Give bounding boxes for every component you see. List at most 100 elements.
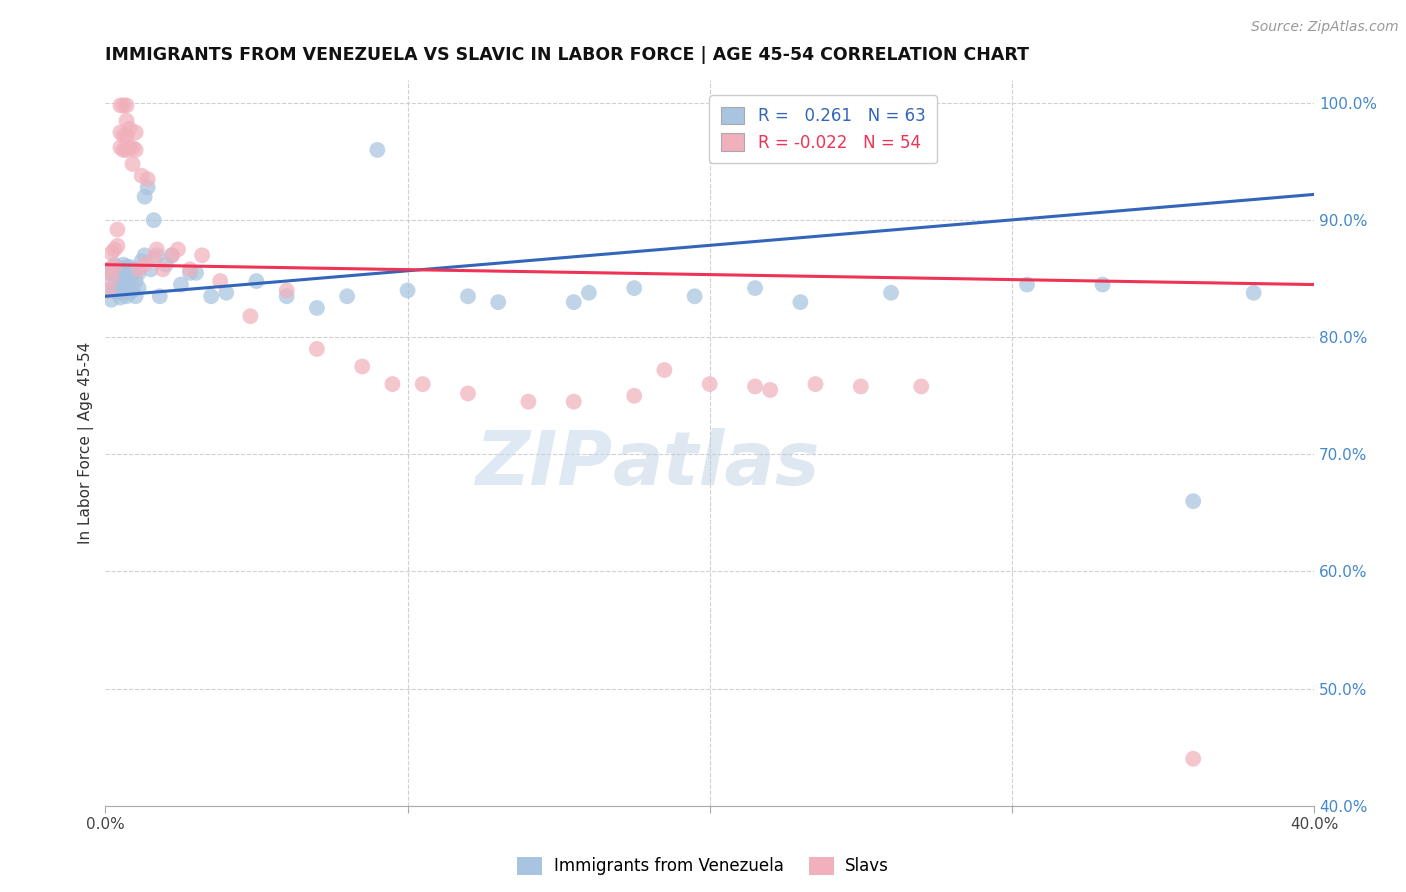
Point xyxy=(110,125,132,139)
Point xyxy=(744,281,766,295)
Point xyxy=(118,140,141,154)
Point xyxy=(412,377,434,392)
Point xyxy=(457,386,479,401)
Point xyxy=(1243,285,1265,300)
Point xyxy=(121,284,143,298)
Point xyxy=(112,271,135,285)
Point xyxy=(100,246,122,260)
Point xyxy=(97,284,120,298)
Point xyxy=(115,128,138,143)
Point xyxy=(167,243,190,257)
Point xyxy=(110,140,132,154)
Point xyxy=(209,274,232,288)
Point xyxy=(115,113,138,128)
Point xyxy=(134,190,156,204)
Point xyxy=(623,389,645,403)
Point xyxy=(744,379,766,393)
Point xyxy=(112,285,135,300)
Point xyxy=(110,262,132,277)
Point xyxy=(103,258,125,272)
Point xyxy=(160,248,183,262)
Point xyxy=(759,383,782,397)
Point xyxy=(112,98,135,112)
Point xyxy=(155,258,177,272)
Point xyxy=(305,342,328,356)
Point xyxy=(128,266,150,280)
Point xyxy=(804,377,827,392)
Point xyxy=(124,274,146,288)
Point xyxy=(118,121,141,136)
Point xyxy=(134,258,156,272)
Point xyxy=(654,363,676,377)
Text: atlas: atlas xyxy=(613,428,821,501)
Point xyxy=(107,222,129,236)
Point xyxy=(128,262,150,277)
Point xyxy=(121,140,143,154)
Point xyxy=(103,284,125,298)
Point xyxy=(121,157,143,171)
Point xyxy=(131,169,153,183)
Point xyxy=(366,143,388,157)
Point xyxy=(100,271,122,285)
Point xyxy=(131,254,153,268)
Point xyxy=(115,260,138,274)
Point xyxy=(110,277,132,292)
Legend: R =   0.261   N = 63, R = -0.022   N = 54: R = 0.261 N = 63, R = -0.022 N = 54 xyxy=(710,95,936,163)
Point xyxy=(115,289,138,303)
Point xyxy=(115,274,138,288)
Point xyxy=(200,289,222,303)
Point xyxy=(789,295,811,310)
Point xyxy=(142,251,165,265)
Point xyxy=(107,274,129,288)
Point xyxy=(118,285,141,300)
Point xyxy=(107,285,129,300)
Point xyxy=(683,289,706,303)
Point xyxy=(103,243,125,257)
Point xyxy=(134,248,156,262)
Point xyxy=(118,260,141,274)
Point xyxy=(276,289,298,303)
Point xyxy=(215,285,238,300)
Point xyxy=(115,143,138,157)
Point xyxy=(142,213,165,227)
Point xyxy=(97,266,120,280)
Point xyxy=(112,258,135,272)
Point xyxy=(124,289,146,303)
Point xyxy=(145,243,167,257)
Point xyxy=(112,128,135,143)
Point xyxy=(110,290,132,304)
Point xyxy=(179,266,201,280)
Point xyxy=(517,394,540,409)
Point xyxy=(880,285,903,300)
Point xyxy=(124,143,146,157)
Point xyxy=(107,239,129,253)
Point xyxy=(1091,277,1114,292)
Point xyxy=(103,269,125,284)
Point xyxy=(97,284,120,298)
Point xyxy=(118,271,141,285)
Point xyxy=(1182,494,1205,508)
Point xyxy=(100,293,122,307)
Point xyxy=(578,285,600,300)
Point xyxy=(1015,277,1038,292)
Point xyxy=(305,301,328,315)
Point xyxy=(121,266,143,280)
Point xyxy=(145,248,167,262)
Point xyxy=(128,281,150,295)
Point xyxy=(396,284,419,298)
Point xyxy=(239,309,262,323)
Point xyxy=(124,262,146,277)
Text: ZIP: ZIP xyxy=(475,428,613,501)
Legend: Immigrants from Venezuela, Slavs: Immigrants from Venezuela, Slavs xyxy=(510,850,896,882)
Point xyxy=(381,377,404,392)
Point xyxy=(623,281,645,295)
Text: Source: ZipAtlas.com: Source: ZipAtlas.com xyxy=(1251,20,1399,34)
Point xyxy=(336,289,359,303)
Point xyxy=(562,394,585,409)
Point xyxy=(136,180,159,194)
Point xyxy=(103,260,125,274)
Point xyxy=(152,262,174,277)
Point xyxy=(245,274,267,288)
Point xyxy=(457,289,479,303)
Point xyxy=(107,262,129,277)
